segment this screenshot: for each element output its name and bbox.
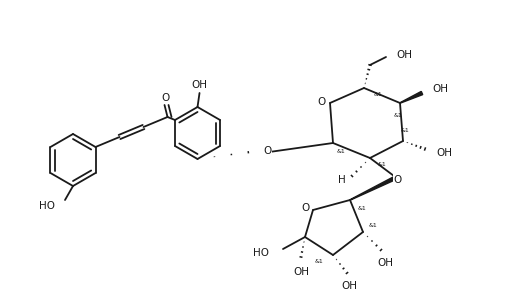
Text: OH: OH (341, 281, 357, 291)
Text: &1: &1 (369, 223, 378, 228)
Text: &1: &1 (400, 128, 409, 133)
Text: HO: HO (39, 201, 55, 211)
Text: O: O (394, 175, 402, 185)
Text: H: H (338, 175, 346, 185)
Text: OH: OH (396, 50, 412, 60)
Text: OH: OH (377, 258, 393, 268)
Text: HO: HO (253, 248, 269, 258)
Text: OH: OH (432, 84, 448, 94)
Polygon shape (350, 176, 396, 200)
Text: &1: &1 (337, 149, 346, 154)
Text: &1: &1 (394, 113, 402, 118)
Polygon shape (400, 92, 423, 103)
Text: OH: OH (293, 267, 309, 277)
Text: &1: &1 (374, 92, 383, 97)
Text: O: O (302, 203, 310, 213)
Text: O: O (263, 146, 271, 156)
Text: O: O (161, 93, 170, 103)
Text: O: O (318, 97, 326, 107)
Text: &1: &1 (378, 162, 387, 167)
Text: &1: &1 (314, 259, 323, 264)
Text: O: O (318, 97, 326, 107)
Text: &1: &1 (358, 206, 367, 211)
Text: OH: OH (436, 148, 452, 158)
Text: OH: OH (191, 80, 207, 90)
